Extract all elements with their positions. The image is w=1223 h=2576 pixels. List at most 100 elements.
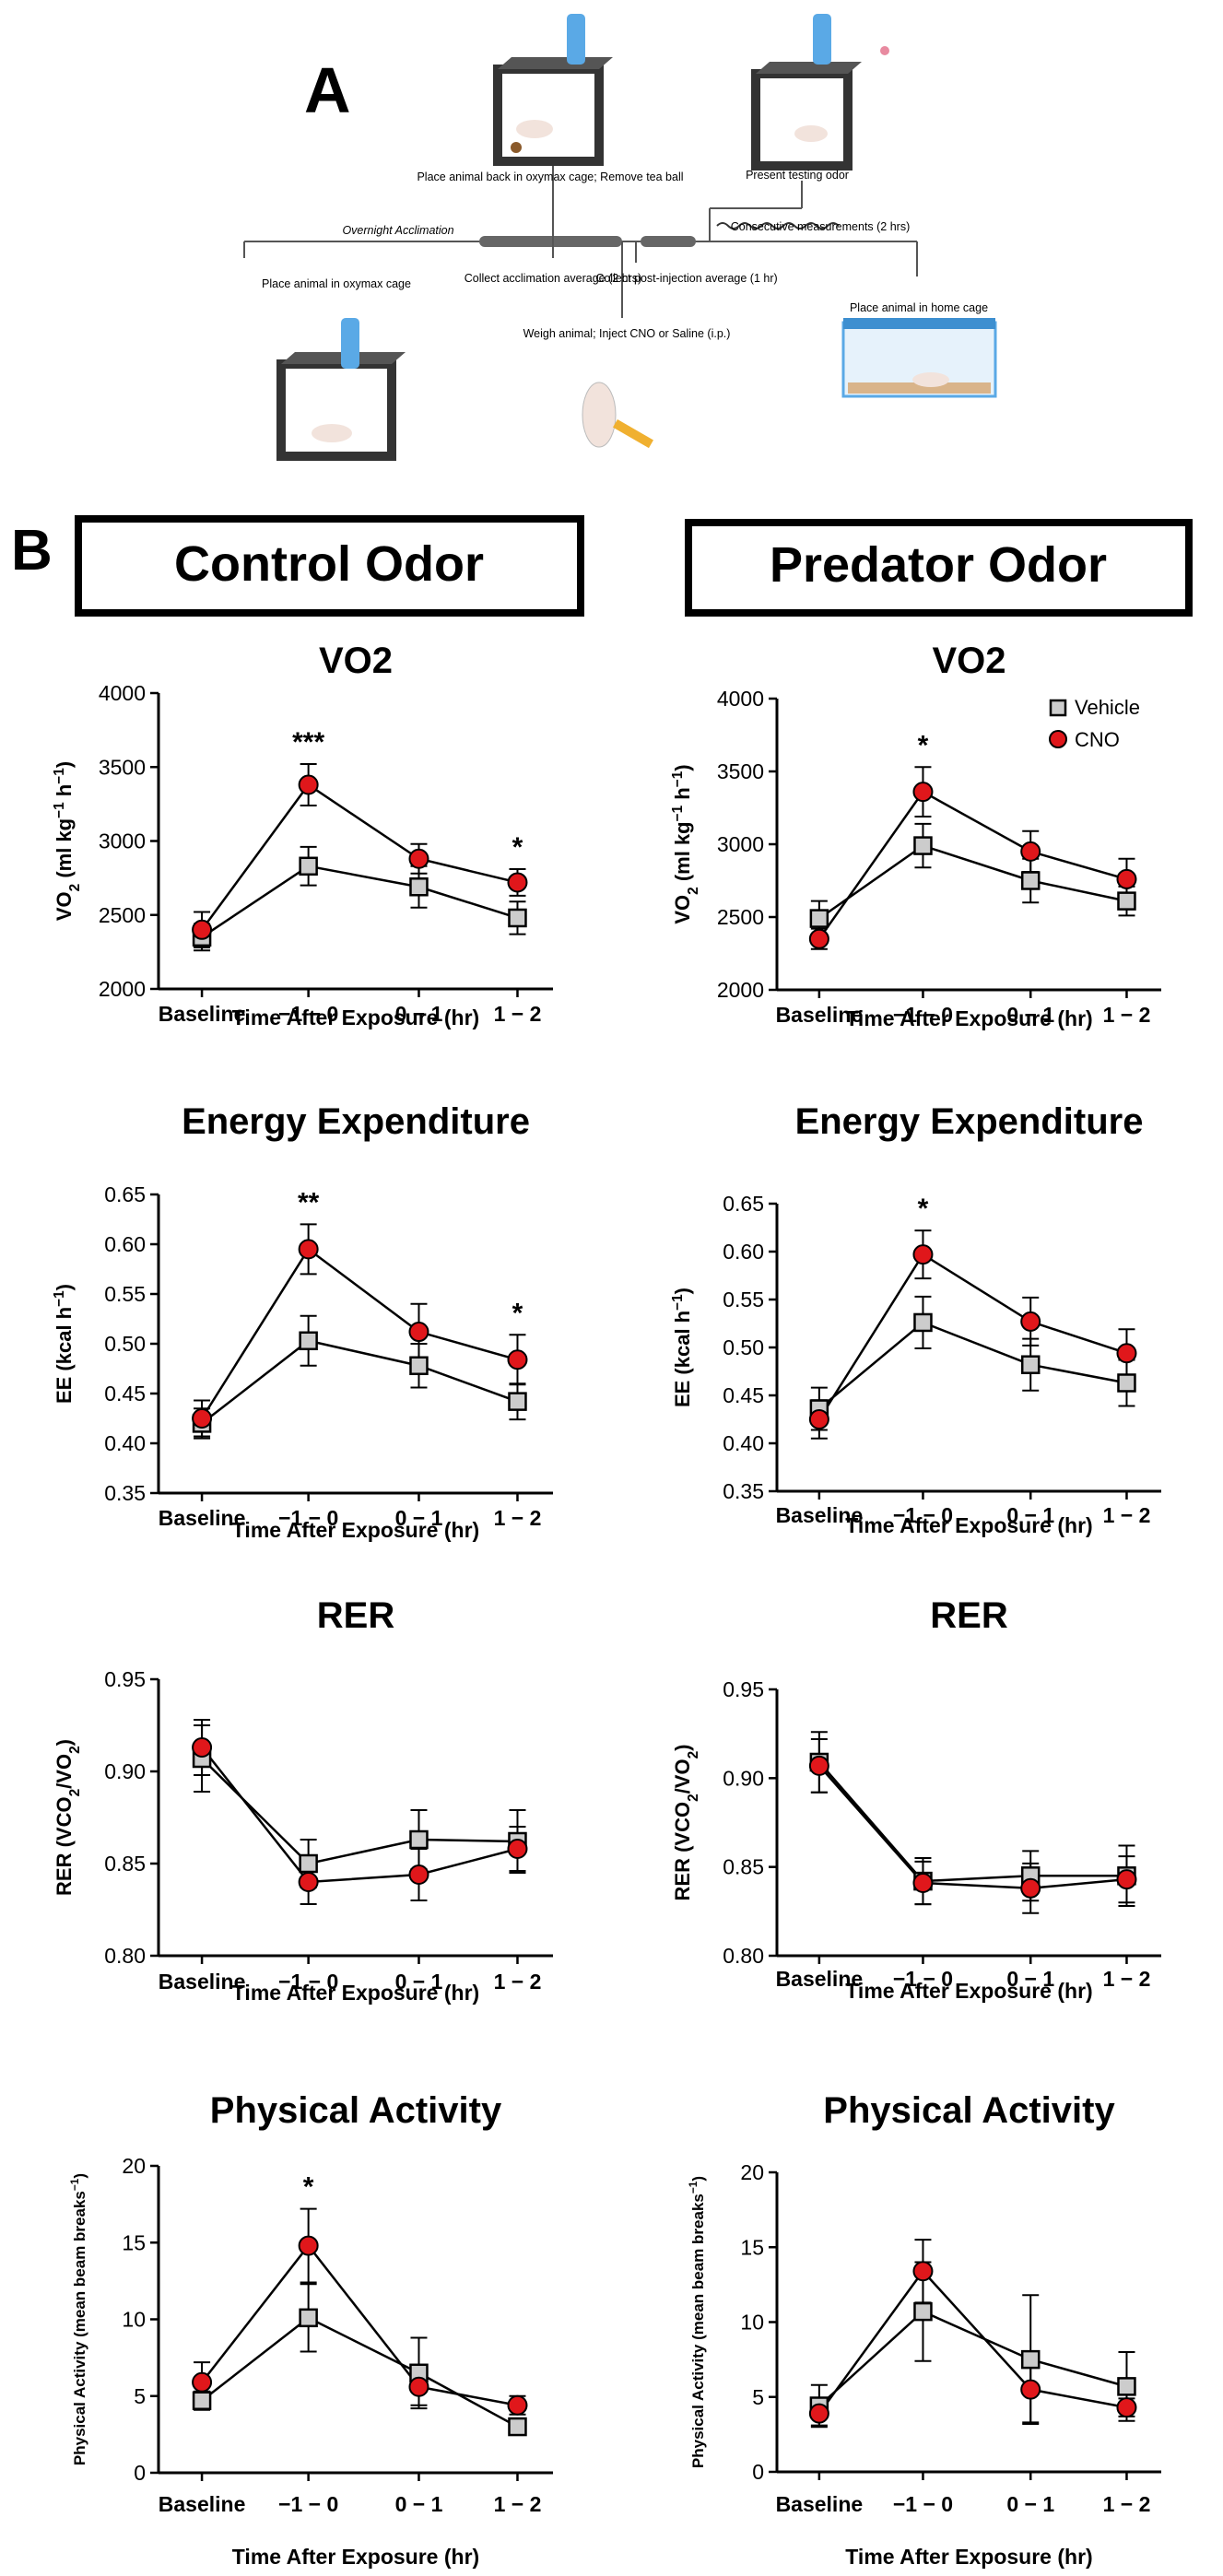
x-tick-label: Baseline <box>159 1970 246 1994</box>
cno-point <box>408 848 429 869</box>
y-tick-label: 0.45 <box>723 1383 764 1407</box>
vehicle-point <box>913 2301 933 2322</box>
x-tick-label: 1 − 2 <box>1103 1003 1151 1027</box>
series-line-cno <box>817 2269 1127 2415</box>
y-axis-label: EE (kcal h−1) <box>670 1288 695 1407</box>
cno-point <box>408 1322 429 1343</box>
x-tick-label: 0 − 1 <box>1006 1967 1054 1991</box>
series-line-cno <box>201 1247 518 1419</box>
vehicle-point <box>299 1331 318 1351</box>
significance-marker: * <box>512 832 523 863</box>
x-tick-label: 1 − 2 <box>1103 2492 1151 2516</box>
cno-point <box>408 1864 429 1885</box>
y-tick-label: 2000 <box>717 978 764 1002</box>
y-tick-label: 0.50 <box>723 1335 764 1359</box>
chart-4: Energy Expenditure 0.35 0.40 0.45 0.50 0.55 0.… <box>670 1101 1161 1537</box>
panel-b-letter: B <box>11 519 53 582</box>
y-axis-label: RER (VCO2/VO2) <box>53 1739 83 1896</box>
chart-title: VO2 <box>932 641 1005 681</box>
chart-2: VO2 2000 2500 3000 3500 4000 Baseline −1 − 0 0 −… <box>670 641 1161 1030</box>
chart-title: Energy Expenditure <box>182 1101 530 1142</box>
y-axis-label: Physical Activity (mean beam breaks−1) <box>68 2173 88 2465</box>
y-tick-label: 20 <box>122 2154 146 2178</box>
significance-marker: * <box>512 1298 523 1328</box>
cno-point <box>298 1872 319 1892</box>
x-tick-label: −1 − 0 <box>893 1967 953 1991</box>
step-overnight-acclimation: Overnight Acclimation <box>342 224 453 237</box>
x-axis-label: Time After Exposure (hr) <box>845 1979 1092 2003</box>
y-tick-label: 0.40 <box>104 1431 146 1455</box>
chart-8: Physical Activity 0 5 10 15 20 Baseline −1 − 0 0… <box>687 2090 1161 2569</box>
cno-point <box>298 2235 319 2256</box>
y-tick-label: 10 <box>740 2311 764 2335</box>
x-tick-label: 0 − 1 <box>1006 1003 1054 1027</box>
y-tick-label: 0.95 <box>104 1667 146 1691</box>
x-tick-label: Baseline <box>776 1003 864 1027</box>
header-control-odor: Control Odor <box>174 536 484 592</box>
cno-point <box>1020 841 1041 862</box>
y-tick-label: 4000 <box>717 687 764 711</box>
vehicle-point <box>508 908 527 928</box>
step-place-in-oxymax: Place animal in oxymax cage <box>262 277 411 290</box>
step-home-cage: Place animal in home cage <box>850 301 988 314</box>
x-tick-label: 0 − 1 <box>1006 1503 1054 1527</box>
vehicle-point <box>299 1853 318 1874</box>
vehicle-point <box>1020 871 1041 890</box>
legend-cno-marker <box>1049 730 1067 748</box>
vehicle-point <box>809 909 829 928</box>
series-line-vehicle <box>818 2310 1127 2407</box>
series-line-cno <box>201 1747 518 1884</box>
x-axis-label: Time After Exposure (hr) <box>232 1006 479 1029</box>
cno-point <box>298 1239 319 1260</box>
y-axis-label: VO2 (ml kg−1 h−1) <box>670 764 701 923</box>
cno-point <box>808 928 829 949</box>
x-tick-label: 0 − 1 <box>1006 2492 1054 2516</box>
y-tick-label: 15 <box>122 2230 146 2254</box>
chart-7: Physical Activity 0 5 10 15 20 Baseline −1 − 0 0… <box>68 2090 553 2569</box>
y-tick-label: 2500 <box>717 905 764 929</box>
cno-point <box>1020 1311 1041 1332</box>
y-tick-label: 20 <box>740 2160 764 2184</box>
chart-title: Energy Expenditure <box>795 1101 1144 1142</box>
chart-title: RER <box>317 1595 395 1636</box>
x-tick-label: Baseline <box>159 1002 246 1026</box>
chart-1: VO2 2000 2500 3000 3500 4000 Baseline −1 − 0 0 −… <box>52 641 553 1029</box>
y-tick-label: 0.55 <box>104 1282 146 1306</box>
cno-point <box>1116 1343 1137 1364</box>
vehicle-point <box>1020 2349 1041 2370</box>
y-tick-label: 0.80 <box>104 1944 146 1968</box>
x-tick-label: Baseline <box>159 1506 246 1530</box>
vehicle-point <box>409 1829 429 1850</box>
y-tick-label: 3500 <box>717 759 764 783</box>
y-tick-label: 0 <box>134 2461 146 2485</box>
series-line-cno <box>817 1765 1127 1890</box>
header-predator-odor: Predator Odor <box>770 537 1107 593</box>
y-axis-label: EE (kcal h−1) <box>52 1284 76 1404</box>
step-place-animal-back: Place animal back in oxymax cage; Remove… <box>417 171 683 183</box>
vehicle-point <box>913 836 933 855</box>
cno-point <box>912 2261 934 2282</box>
step-consecutive-measurements: Consecutive measurements (2 hrs) <box>731 220 911 233</box>
cno-point <box>912 1244 934 1265</box>
vehicle-point <box>299 2308 318 2328</box>
oxymax-cage-icon-2 <box>751 14 889 171</box>
y-axis-label: RER (VCO2/VO2) <box>671 1745 701 1901</box>
cno-point <box>1116 868 1137 889</box>
vehicle-point <box>299 856 318 876</box>
x-tick-label: 1 − 2 <box>494 1970 542 1994</box>
series-line-cno <box>817 1253 1127 1420</box>
x-tick-label: Baseline <box>159 2492 246 2516</box>
chart-legend: Vehicle CNO <box>1049 696 1140 751</box>
home-cage-icon <box>841 318 997 398</box>
vehicle-point <box>1020 1355 1041 1374</box>
y-tick-label: 4000 <box>99 681 146 705</box>
x-axis-label: Time After Exposure (hr) <box>845 1006 1092 1030</box>
x-axis-label: Time After Exposure (hr) <box>232 1981 479 2005</box>
y-tick-label: 0.55 <box>723 1288 764 1312</box>
x-tick-label: Baseline <box>776 2492 864 2516</box>
injection-mouse-icon <box>582 382 653 449</box>
step-collect-acclimation: Collect acclimation average (2 hrs) <box>465 272 641 285</box>
y-tick-label: 0.85 <box>723 1855 764 1879</box>
y-tick-label: 0.35 <box>104 1481 146 1505</box>
cno-point <box>808 1755 829 1776</box>
